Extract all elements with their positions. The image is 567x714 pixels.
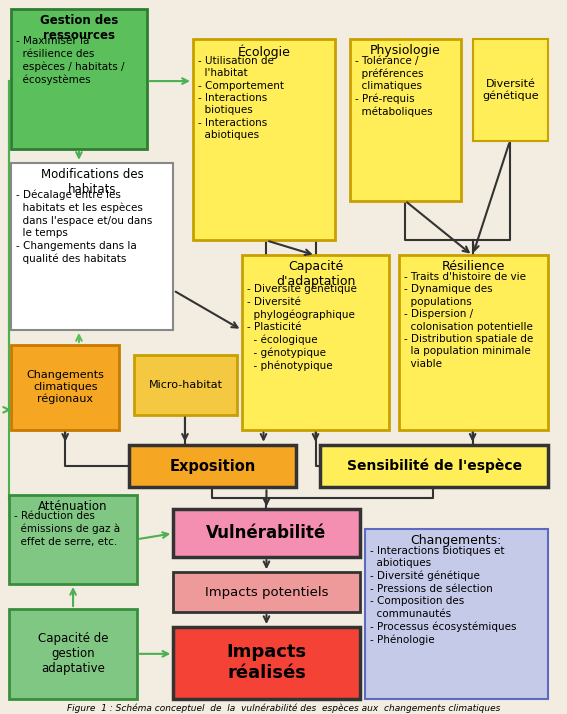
Bar bbox=[320, 445, 548, 488]
Bar bbox=[473, 39, 548, 141]
Text: - Utilisation de
  l'habitat
- Comportement
- Interactions
  biotiques
- Interac: - Utilisation de l'habitat - Comportemen… bbox=[198, 56, 284, 140]
Text: Sensibilité de l'espèce: Sensibilité de l'espèce bbox=[347, 459, 522, 473]
Bar bbox=[350, 39, 461, 201]
Text: - Interactions biotiques et
  abiotiques
- Diversité génétique
- Pressions de sé: - Interactions biotiques et abiotiques -… bbox=[370, 546, 516, 645]
Bar bbox=[11, 163, 173, 330]
Text: Écologie: Écologie bbox=[238, 44, 290, 59]
Bar bbox=[11, 345, 119, 430]
Text: - Traits d'histoire de vie
- Dynamique des
  populations
- Dispersion /
  coloni: - Traits d'histoire de vie - Dynamique d… bbox=[404, 272, 533, 369]
Text: Capacité
d'adaptation: Capacité d'adaptation bbox=[276, 261, 356, 288]
Text: Gestion des
ressources: Gestion des ressources bbox=[40, 14, 118, 42]
Text: Figure  1 : Schéma conceptuel  de  la  vulnérabilité des  espèces aux  changemen: Figure 1 : Schéma conceptuel de la vulné… bbox=[67, 703, 500, 713]
Text: Atténuation: Atténuation bbox=[39, 501, 108, 513]
Bar bbox=[9, 496, 137, 584]
Text: Physiologie: Physiologie bbox=[370, 44, 441, 57]
Bar bbox=[134, 355, 237, 415]
Bar bbox=[173, 509, 359, 557]
Text: Micro-habitat: Micro-habitat bbox=[149, 380, 222, 390]
Text: - Tolérance /
  préférences
  climatiques
- Pré-requis
  métaboliques: - Tolérance / préférences climatiques - … bbox=[355, 56, 433, 117]
Bar bbox=[193, 39, 335, 241]
Text: Exposition: Exposition bbox=[170, 458, 256, 473]
Text: - Réduction des
  émissions de gaz à
  effet de serre, etc.: - Réduction des émissions de gaz à effet… bbox=[14, 511, 120, 547]
Bar bbox=[9, 609, 137, 699]
Text: Résilience: Résilience bbox=[442, 261, 505, 273]
Text: - Diversité génétique
- Diversité
  phylogéographique
- Plasticité
  - écologiqu: - Diversité génétique - Diversité phylog… bbox=[247, 283, 357, 371]
Bar bbox=[399, 256, 548, 430]
Text: Impacts potentiels: Impacts potentiels bbox=[205, 585, 328, 598]
Bar bbox=[129, 445, 296, 488]
Text: Impacts
réalisés: Impacts réalisés bbox=[226, 643, 307, 682]
Bar bbox=[242, 256, 389, 430]
Text: - Maximiser la
  résilience des
  espèces / habitats /
  écosystèmes: - Maximiser la résilience des espèces / … bbox=[16, 36, 125, 85]
Bar bbox=[173, 572, 359, 612]
Text: Capacité de
gestion
adaptative: Capacité de gestion adaptative bbox=[38, 633, 108, 675]
Text: Modifications des
habitats: Modifications des habitats bbox=[41, 168, 143, 196]
Bar bbox=[365, 529, 548, 699]
Bar bbox=[173, 627, 359, 699]
Text: Vulnérabilité: Vulnérabilité bbox=[206, 524, 327, 543]
Text: Diversité
génétique: Diversité génétique bbox=[482, 79, 539, 101]
Text: - Décalage entre les
  habitats et les espèces
  dans l'espace et/ou dans
  le t: - Décalage entre les habitats et les esp… bbox=[16, 190, 153, 263]
Bar bbox=[11, 9, 147, 149]
Text: Changements
climatiques
régionaux: Changements climatiques régionaux bbox=[26, 371, 104, 404]
Text: Changements:: Changements: bbox=[411, 534, 502, 548]
